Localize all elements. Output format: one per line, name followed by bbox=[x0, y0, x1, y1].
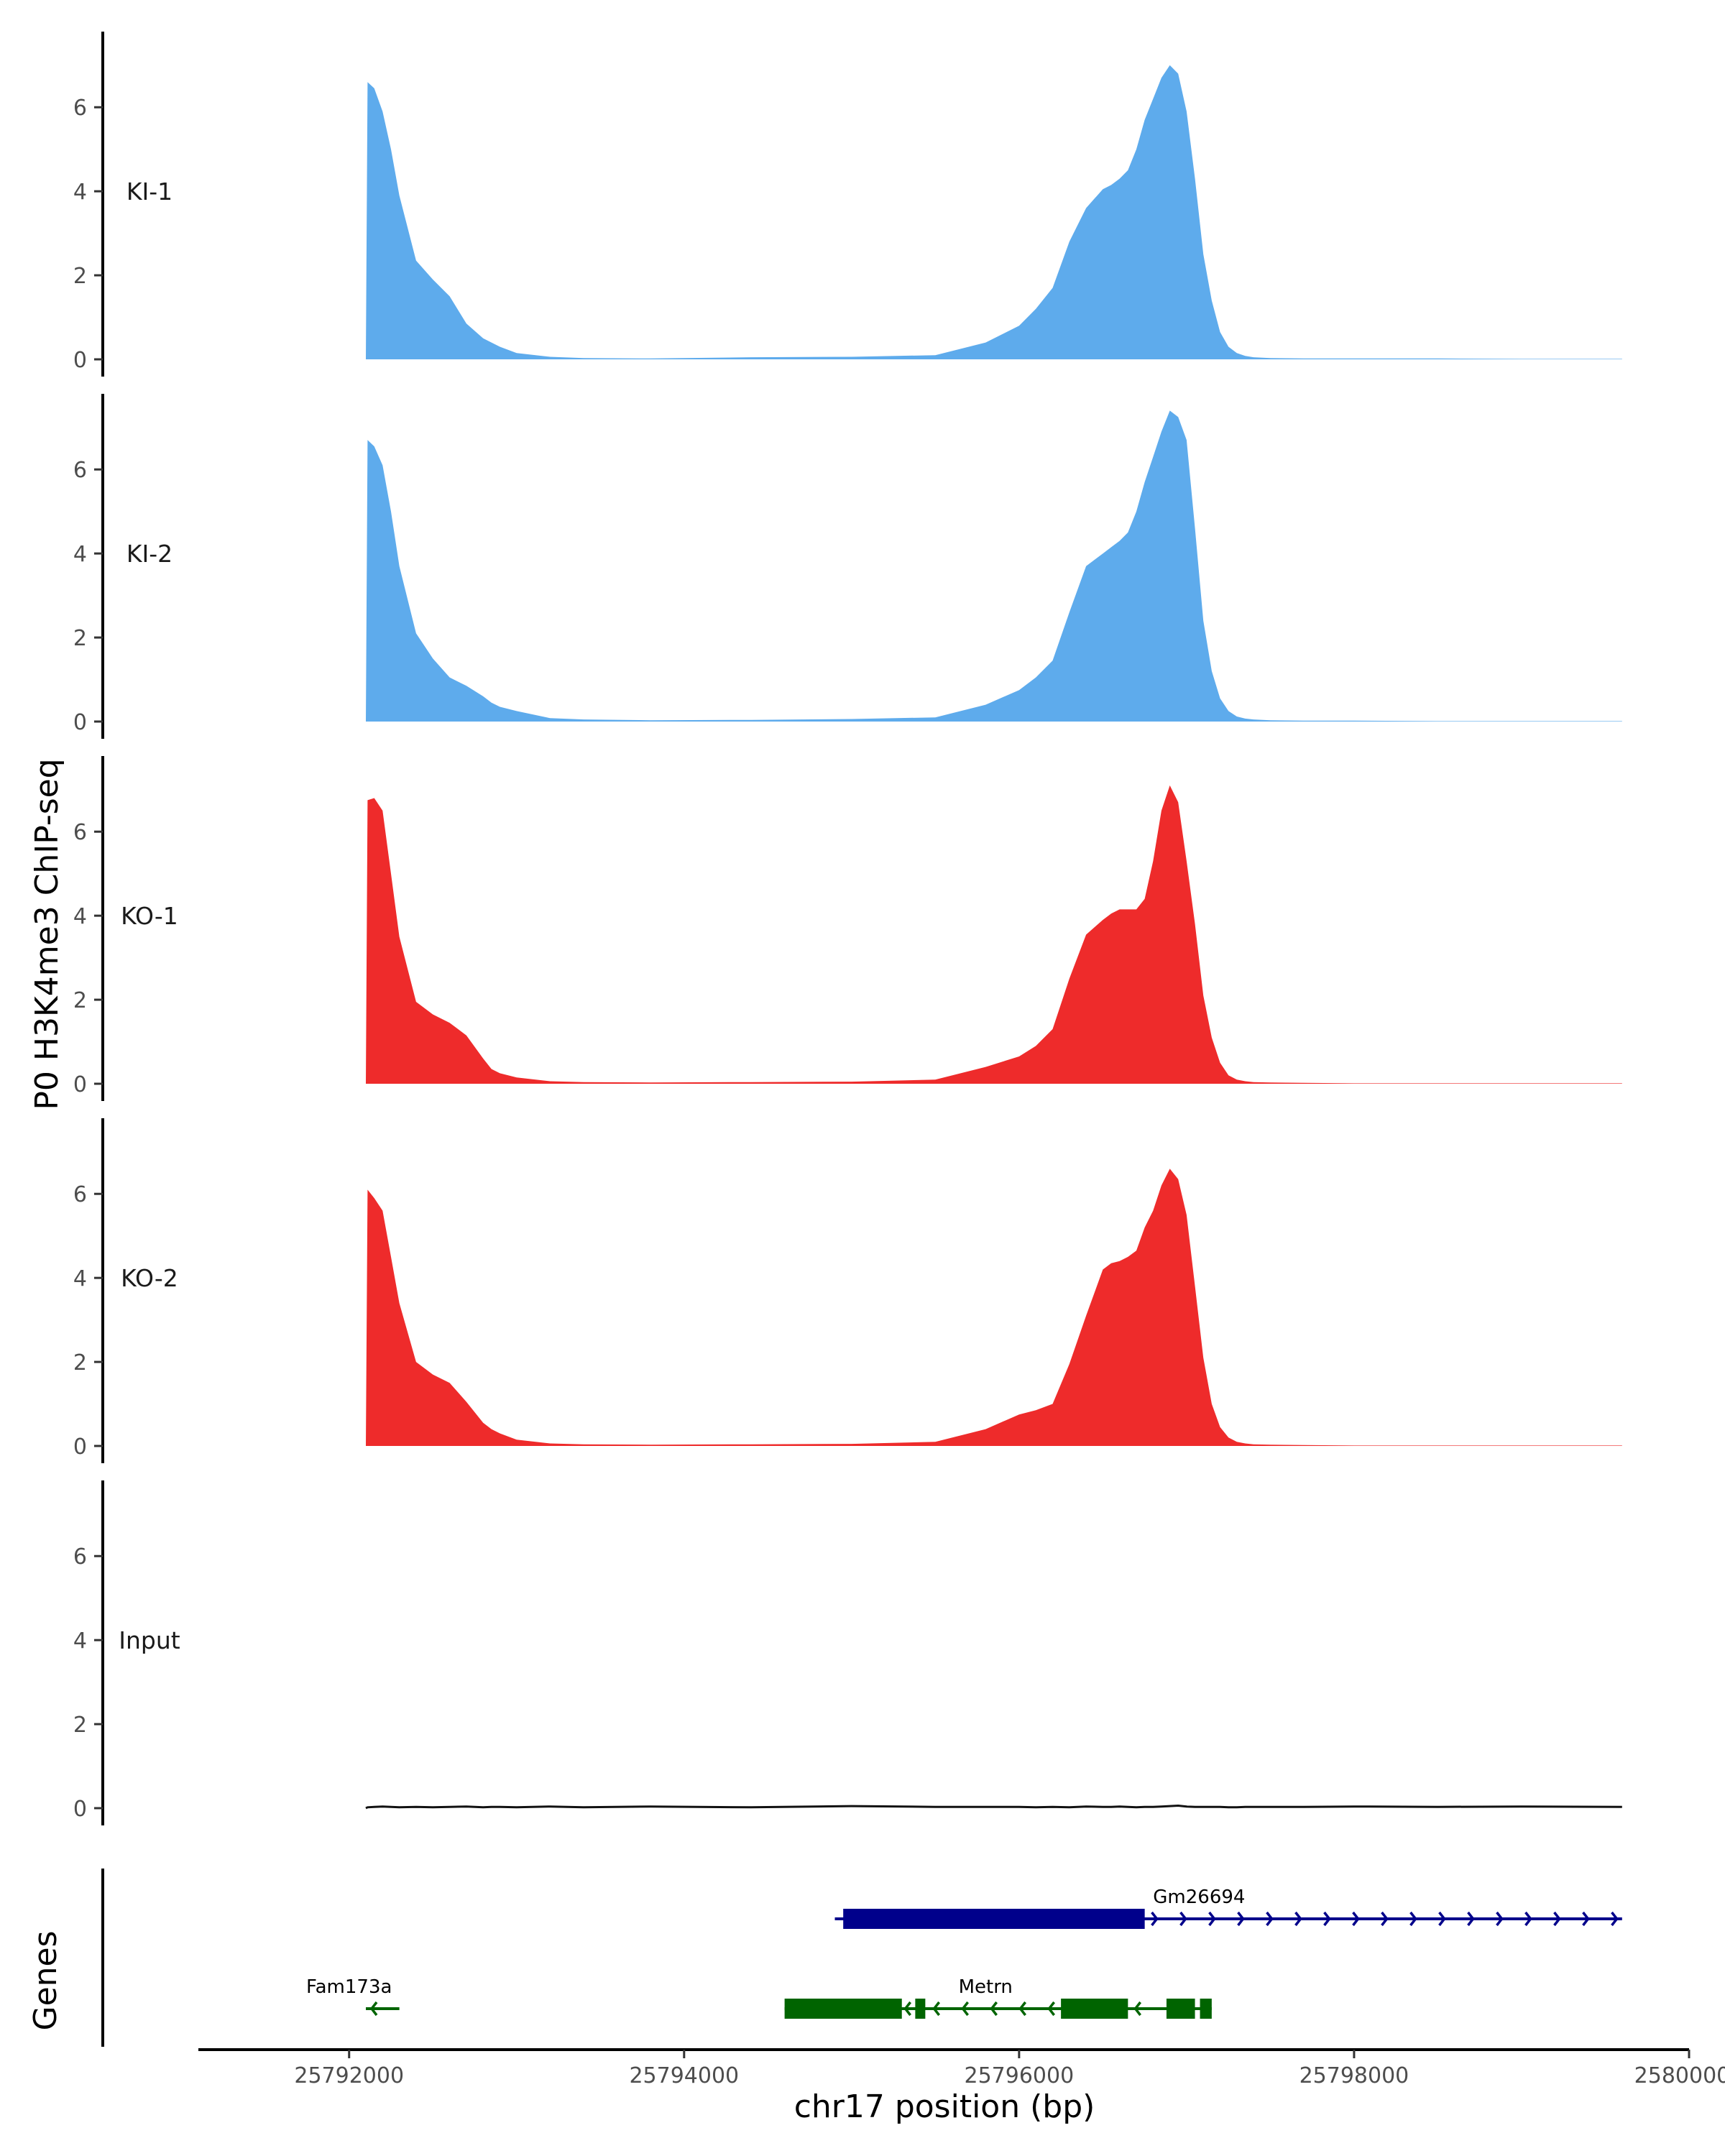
track-label-ki-1: KI-1 bbox=[126, 178, 172, 206]
exon-metrn-3 bbox=[1061, 1999, 1128, 2019]
y-tick-label-ko-2-4: 4 bbox=[73, 1266, 87, 1291]
strand-arrow-metrn bbox=[990, 2001, 998, 2017]
exon-gm26694-1 bbox=[843, 1909, 1145, 1929]
track-label-ko-1: KO-1 bbox=[121, 902, 178, 930]
coverage-area-ko-2 bbox=[366, 1169, 1622, 1446]
coverage-tracks: 0 2 4 6 KI-1 0 2 4 6 KI-2 0 2 4 6 KO-1 0 2 4 6 KO-2 0 2 4 6 Inpu… bbox=[73, 32, 1622, 1825]
strand-arrow-gm26694 bbox=[1467, 1911, 1475, 1927]
track-label-input: Input bbox=[119, 1626, 180, 1654]
x-tick-label-25800000: 25800000 bbox=[1634, 2063, 1725, 2088]
strand-arrow-gm26694 bbox=[1323, 1911, 1331, 1927]
x-tick-label-25796000: 25796000 bbox=[965, 2063, 1075, 2088]
x-axis: 25792000 25794000 25796000 25798000 25800000 bbox=[198, 2048, 1725, 2088]
exon-metrn-2 bbox=[915, 1999, 926, 2019]
strand-arrow-gm26694 bbox=[1237, 1911, 1245, 1927]
x-tick-label-25794000: 25794000 bbox=[629, 2063, 739, 2088]
gene-fam173a: Fam173a bbox=[306, 1976, 400, 2017]
x-tick-label-25792000: 25792000 bbox=[294, 2063, 404, 2088]
y-tick-label-input-6: 6 bbox=[73, 1544, 87, 1570]
strand-arrow-gm26694 bbox=[1352, 1911, 1360, 1927]
x-tick-label-25798000: 25798000 bbox=[1300, 2063, 1409, 2088]
strand-arrow-gm26694 bbox=[1582, 1911, 1590, 1927]
y-tick-label-input-2: 2 bbox=[73, 1713, 87, 1738]
strand-arrow-gm26694 bbox=[1208, 1911, 1216, 1927]
y-tick-label-input-4: 4 bbox=[73, 1628, 87, 1654]
gene-label-metrn: Metrn bbox=[959, 1976, 1013, 1998]
strand-arrow-gm26694 bbox=[1381, 1911, 1389, 1927]
coverage-area-ki-2 bbox=[366, 410, 1622, 722]
strand-arrow-metrn bbox=[903, 2001, 911, 2017]
genes-axis-title: Genes bbox=[27, 1930, 64, 2030]
y-axis-title: P0 H3K4me3 ChIP-seq bbox=[29, 758, 65, 1110]
strand-arrow-fam173a bbox=[369, 2001, 378, 2017]
strand-arrow-gm26694 bbox=[1266, 1911, 1274, 1927]
exon-metrn-5 bbox=[1200, 1999, 1212, 2019]
strand-arrow-gm26694 bbox=[1151, 1911, 1159, 1927]
strand-arrow-metrn bbox=[932, 2001, 940, 2017]
track-ki-2: 0 2 4 6 KI-2 bbox=[73, 394, 1622, 739]
y-tick-label-ko-1-4: 4 bbox=[73, 904, 87, 929]
y-tick-label-ki-1-6: 6 bbox=[73, 96, 87, 121]
track-ko-2: 0 2 4 6 KO-2 bbox=[73, 1118, 1622, 1463]
coverage-area-ki-1 bbox=[366, 65, 1622, 360]
strand-arrow-gm26694 bbox=[1553, 1911, 1561, 1927]
y-tick-label-input-0: 0 bbox=[73, 1797, 87, 1822]
gene-gm26694: Gm26694 bbox=[834, 1886, 1622, 1929]
track-input: 0 2 4 6 Input bbox=[73, 1480, 1622, 1825]
y-tick-label-ki-1-4: 4 bbox=[73, 180, 87, 205]
strand-arrow-metrn bbox=[1018, 2001, 1026, 2017]
y-tick-label-ki-2-2: 2 bbox=[73, 626, 87, 651]
y-tick-label-ko-2-6: 6 bbox=[73, 1182, 87, 1207]
gene-label-gm26694: Gm26694 bbox=[1153, 1886, 1245, 1908]
y-tick-label-ko-2-2: 2 bbox=[73, 1350, 87, 1376]
strand-arrow-gm26694 bbox=[1611, 1911, 1619, 1927]
y-tick-label-ki-2-4: 4 bbox=[73, 542, 87, 567]
gene-track: Gm26694 Fam173a Metrn bbox=[101, 1869, 1622, 2047]
track-ki-1: 0 2 4 6 KI-1 bbox=[73, 32, 1622, 377]
y-tick-label-ki-1-2: 2 bbox=[73, 264, 87, 289]
track-label-ki-2: KI-2 bbox=[126, 540, 172, 568]
strand-arrow-metrn bbox=[1133, 2001, 1141, 2017]
x-axis-title: chr17 position (bp) bbox=[794, 2088, 1095, 2125]
track-ko-1: 0 2 4 6 KO-1 bbox=[73, 756, 1622, 1101]
y-tick-label-ko-1-6: 6 bbox=[73, 820, 87, 845]
strand-arrow-gm26694 bbox=[1438, 1911, 1446, 1927]
y-tick-label-ko-1-0: 0 bbox=[73, 1072, 87, 1097]
y-tick-label-ki-2-0: 0 bbox=[73, 710, 87, 735]
coverage-line-input bbox=[365, 1804, 1622, 1810]
y-tick-label-ki-1-0: 0 bbox=[73, 348, 87, 373]
strand-arrow-gm26694 bbox=[1496, 1911, 1504, 1927]
y-tick-label-ko-2-0: 0 bbox=[73, 1434, 87, 1460]
strand-arrow-gm26694 bbox=[1409, 1911, 1417, 1927]
strand-arrow-gm26694 bbox=[1179, 1911, 1187, 1927]
y-tick-label-ki-2-6: 6 bbox=[73, 458, 87, 483]
gene-label-fam173a: Fam173a bbox=[306, 1976, 392, 1998]
exon-metrn-1 bbox=[784, 1999, 902, 2019]
exon-metrn-4 bbox=[1166, 1999, 1195, 2019]
strand-arrow-metrn bbox=[961, 2001, 969, 2017]
strand-arrow-gm26694 bbox=[1524, 1911, 1532, 1927]
gene-metrn: Metrn bbox=[784, 1976, 1212, 2019]
strand-arrow-metrn bbox=[1047, 2001, 1055, 2017]
track-label-ko-2: KO-2 bbox=[121, 1264, 178, 1292]
strand-arrow-gm26694 bbox=[1294, 1911, 1302, 1927]
y-tick-label-ko-1-2: 2 bbox=[73, 988, 87, 1013]
coverage-area-ko-1 bbox=[366, 785, 1622, 1084]
